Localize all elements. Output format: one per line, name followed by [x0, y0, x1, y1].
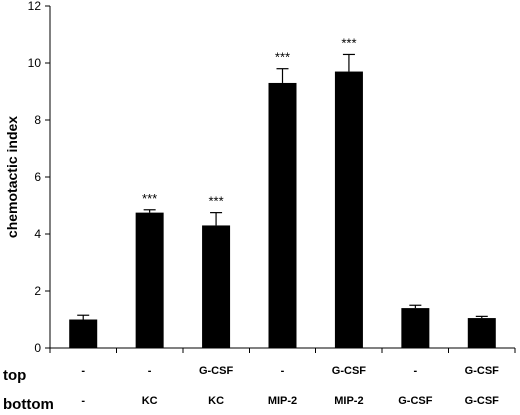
top-condition-label: - — [148, 365, 152, 377]
y-tick-label: 0 — [34, 341, 41, 355]
bar — [467, 318, 496, 348]
bottom-row-label: bottom — [3, 396, 54, 413]
significance-label: *** — [208, 194, 223, 209]
y-tick-label: 4 — [34, 227, 41, 241]
top-row-label: top — [3, 367, 26, 384]
y-axis-ticks: 0 2 4 6 8 10 12 — [28, 0, 50, 355]
bar — [268, 82, 297, 348]
bar — [135, 212, 164, 348]
bottom-condition-label: MIP-2 — [334, 395, 363, 407]
top-condition-label: G-CSF — [199, 365, 234, 377]
top-condition-label: G-CSF — [465, 365, 500, 377]
y-tick-label: 12 — [28, 0, 42, 13]
bar — [401, 308, 430, 348]
bars: *** *** *** *** — [69, 35, 496, 349]
bottom-condition-label: G-CSF — [465, 395, 500, 407]
bar — [202, 225, 231, 348]
y-tick-label: 10 — [28, 56, 42, 70]
bottom-condition-label: KC — [208, 395, 224, 407]
bottom-condition-label: KC — [142, 395, 158, 407]
significance-label: *** — [341, 35, 356, 50]
y-tick-label: 2 — [34, 284, 41, 298]
bar — [334, 71, 363, 349]
bottom-condition-label: G-CSF — [398, 395, 433, 407]
bar — [69, 319, 98, 348]
top-condition-label: - — [414, 365, 418, 377]
y-axis-label: chemotactic index — [4, 116, 20, 238]
bottom-condition-label: MIP-2 — [268, 395, 297, 407]
x-axis-ticks — [49, 348, 516, 353]
top-condition-label: G-CSF — [332, 365, 367, 377]
condition-labels: - - - KC G-CSF KC - MIP-2 G-CSF MIP-2 - G-CSF G-CSF G… — [81, 365, 499, 407]
y-tick-label: 6 — [34, 170, 41, 184]
significance-label: *** — [275, 50, 290, 65]
y-tick-label: 8 — [34, 113, 41, 127]
bottom-condition-label: - — [81, 395, 85, 407]
top-condition-label: - — [281, 365, 285, 377]
significance-label: *** — [142, 191, 157, 206]
top-condition-label: - — [81, 365, 85, 377]
